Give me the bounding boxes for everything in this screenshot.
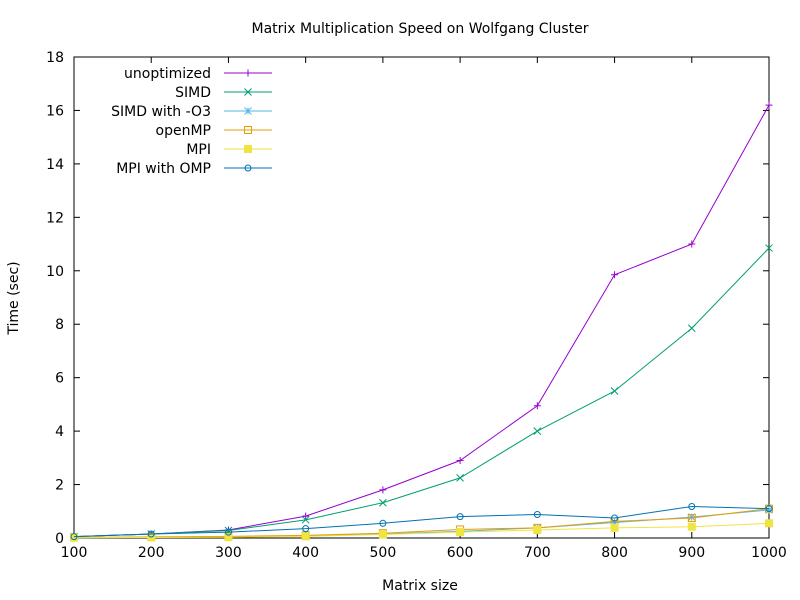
data-point xyxy=(765,244,773,252)
data-point xyxy=(379,486,387,494)
series-mpi-with-omp xyxy=(70,502,773,541)
x-axis-label: Matrix size xyxy=(382,578,458,594)
data-point xyxy=(611,271,619,279)
data-point xyxy=(70,533,78,541)
data-point xyxy=(302,525,310,533)
y-axis-label: Time (sec) xyxy=(6,261,22,335)
data-point xyxy=(301,532,310,541)
x-tick-label: 900 xyxy=(678,545,705,561)
data-point xyxy=(456,513,464,521)
legend-marker xyxy=(244,164,252,172)
series-simd-with-o3 xyxy=(70,506,773,542)
data-point xyxy=(456,457,464,465)
legend-marker xyxy=(244,88,252,96)
series-layer xyxy=(70,101,773,542)
data-point xyxy=(610,523,619,532)
plot-border xyxy=(73,56,770,539)
data-point xyxy=(301,515,310,524)
y-tick-label: 10 xyxy=(46,264,64,280)
data-point xyxy=(687,513,696,522)
legend-marker xyxy=(244,107,252,115)
x-tick-label: 800 xyxy=(601,545,628,561)
data-point xyxy=(379,519,387,527)
y-tick-label: 2 xyxy=(55,478,64,494)
series-mpi xyxy=(70,519,773,542)
y-tick-label: 0 xyxy=(55,531,64,547)
data-point xyxy=(611,514,619,522)
series-line xyxy=(73,247,770,538)
x-tick-label: 300 xyxy=(215,545,242,561)
data-point xyxy=(456,474,464,482)
legend-label: openMP xyxy=(156,123,211,139)
data-point xyxy=(765,101,773,109)
legend: unoptimized SIMD SIMD with -O3 openMP MPI MPI… xyxy=(111,66,272,177)
data-point xyxy=(533,510,541,518)
x-tick-label: 200 xyxy=(138,545,165,561)
y-tick-label: 18 xyxy=(46,50,64,66)
x-tick-label: 600 xyxy=(447,545,474,561)
series-simd xyxy=(70,244,773,541)
y-tick-label: 8 xyxy=(55,317,64,333)
data-point xyxy=(224,528,232,536)
data-point xyxy=(610,387,619,395)
data-point xyxy=(378,530,387,539)
y-tick-label: 12 xyxy=(46,210,64,226)
data-point xyxy=(533,402,541,410)
data-point xyxy=(610,518,619,527)
x-tick-label: 400 xyxy=(292,545,319,561)
x-axis: 100 200 300 400 500 600 700 800 900 1000 xyxy=(61,57,787,561)
x-tick-label: 700 xyxy=(524,545,551,561)
data-point xyxy=(765,505,773,513)
x-tick-label: 100 xyxy=(61,545,88,561)
data-point xyxy=(765,519,773,528)
data-point xyxy=(533,525,542,534)
data-point xyxy=(765,506,773,514)
data-point xyxy=(688,502,696,510)
legend-label: SIMD xyxy=(175,85,211,101)
data-point xyxy=(687,522,696,531)
y-tick-label: 14 xyxy=(46,157,64,173)
legend-label: SIMD with -O3 xyxy=(111,104,211,120)
legend-marker xyxy=(244,69,252,77)
data-point xyxy=(147,530,155,538)
data-point xyxy=(456,528,465,537)
chart-title: Matrix Multiplication Speed on Wolfgang … xyxy=(252,21,589,37)
data-point xyxy=(687,513,696,522)
data-point xyxy=(379,498,387,507)
y-axis: 0 2 4 6 8 10 12 14 16 18 xyxy=(46,50,769,547)
series-line xyxy=(73,505,770,538)
x-tick-label: 1000 xyxy=(751,545,787,561)
data-point xyxy=(224,533,233,542)
y-tick-label: 4 xyxy=(55,424,64,440)
plot-frame xyxy=(73,56,770,539)
data-point xyxy=(302,512,310,520)
series-line xyxy=(73,522,770,539)
legend-label: MPI with OMP xyxy=(116,161,211,177)
data-point xyxy=(70,533,78,542)
x-tick-label: 500 xyxy=(370,545,397,561)
legend-label: MPI xyxy=(186,142,211,158)
legend-marker xyxy=(244,145,252,153)
legend-marker xyxy=(244,126,252,134)
series-line xyxy=(73,508,770,538)
legend-label: unoptimized xyxy=(124,66,211,82)
data-point xyxy=(687,324,696,333)
y-tick-label: 6 xyxy=(55,371,64,387)
y-tick-label: 16 xyxy=(46,103,64,119)
data-point xyxy=(533,427,542,435)
data-point xyxy=(688,240,696,248)
